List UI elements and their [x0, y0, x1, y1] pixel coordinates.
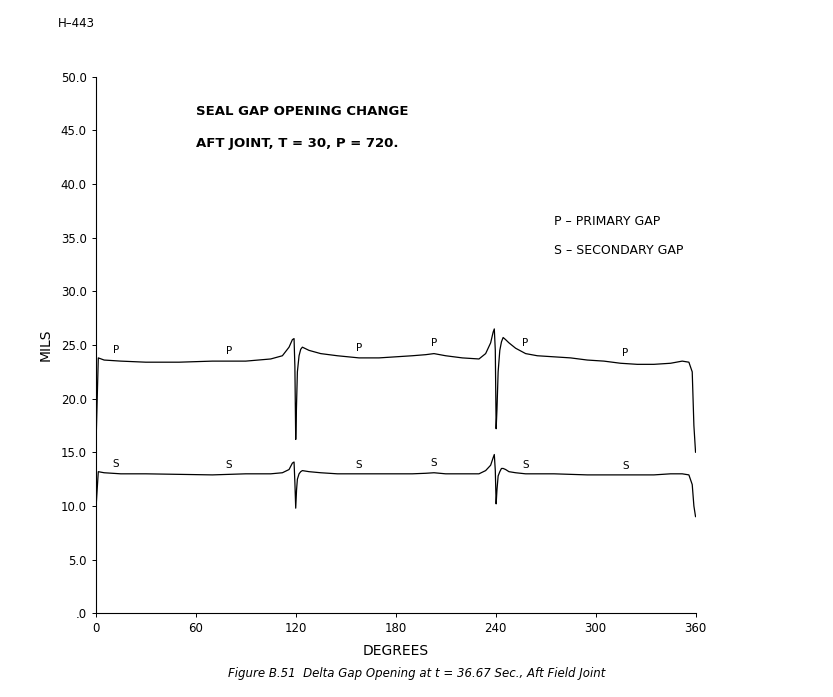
Text: S – SECONDARY GAP: S – SECONDARY GAP	[554, 244, 683, 257]
Text: P: P	[522, 338, 529, 348]
Text: H–443: H–443	[58, 17, 95, 31]
Text: S: S	[112, 459, 119, 469]
Y-axis label: MILS: MILS	[38, 329, 52, 361]
Text: AFT JOINT, T = 30, P = 720.: AFT JOINT, T = 30, P = 720.	[196, 137, 398, 150]
Text: S: S	[622, 461, 629, 470]
Text: P: P	[431, 338, 437, 348]
Text: P: P	[112, 346, 119, 355]
Text: S: S	[356, 459, 362, 470]
Text: Figure B.51  Delta Gap Opening at t = 36.67 Sec., Aft Field Joint: Figure B.51 Delta Gap Opening at t = 36.…	[227, 666, 606, 680]
Text: S: S	[431, 459, 437, 468]
X-axis label: DEGREES: DEGREES	[362, 644, 429, 658]
Text: S: S	[522, 459, 529, 470]
Text: P – PRIMARY GAP: P – PRIMARY GAP	[554, 215, 661, 228]
Text: P: P	[356, 342, 362, 353]
Text: P: P	[226, 346, 232, 355]
Text: S: S	[226, 460, 232, 470]
Text: P: P	[622, 348, 629, 358]
Text: SEAL GAP OPENING CHANGE: SEAL GAP OPENING CHANGE	[196, 105, 408, 118]
